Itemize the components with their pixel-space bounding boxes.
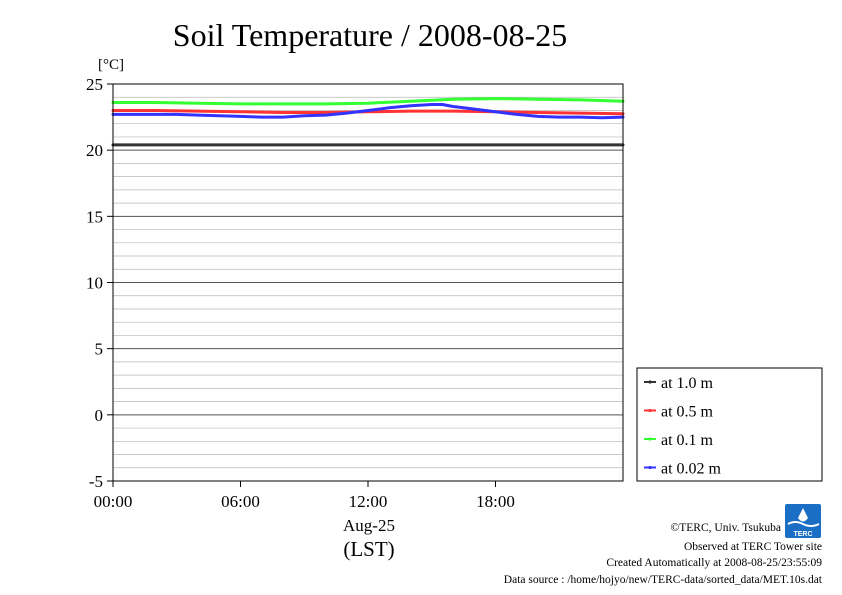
legend-label: at 0.1 m [661, 432, 714, 449]
chart-title: Soil Temperature / 2008-08-25 [173, 17, 567, 53]
series-line-2 [111, 97, 625, 106]
legend-marker [648, 437, 652, 441]
legend-label: at 1.0 m [661, 375, 714, 392]
y-axis: 25 20 15 10 5 0 -5 [86, 75, 113, 491]
y-tick-label: 25 [86, 75, 103, 94]
x-date-label: Aug-25 [343, 516, 395, 535]
water-drop-icon [798, 508, 808, 522]
y-tick-label: 15 [86, 207, 103, 226]
copyright-text: ©TERC, Univ. Tsukuba [671, 522, 781, 534]
legend-marker [648, 465, 652, 470]
x-timezone-label: (LST) [343, 537, 394, 561]
y-tick-label: 5 [95, 340, 104, 359]
y-unit-label: [°C] [98, 57, 124, 73]
y-tick-label: 20 [86, 141, 103, 160]
x-tick-label: 12:00 [349, 492, 388, 511]
legend-marker [648, 408, 652, 413]
series-lines [111, 97, 625, 147]
legend-label: at 0.02 m [661, 461, 722, 478]
created-text: Created Automatically at 2008-08-25/23:5… [606, 557, 822, 569]
series-line-3 [111, 103, 625, 120]
y-tick-label: 0 [95, 406, 104, 425]
terc-logo: TERC [785, 504, 821, 538]
source-text: Data source : /home/hojyo/new/TERC-data/… [504, 574, 823, 586]
x-tick-label: 06:00 [221, 492, 260, 511]
x-tick-label: 00:00 [94, 492, 133, 511]
y-tick-label: -5 [89, 472, 103, 491]
y-tick-label: 10 [86, 274, 103, 293]
legend-box [636, 367, 823, 482]
legend: at 1.0 m at 0.5 m at 0.1 m at 0.02 m [636, 367, 823, 482]
logo-text: TERC [793, 531, 812, 538]
legend-marker [648, 380, 652, 384]
observed-text: Observed at TERC Tower site [684, 541, 822, 553]
legend-label: at 0.5 m [661, 404, 714, 421]
x-tick-label: 18:00 [476, 492, 515, 511]
x-axis: 00:00 06:00 12:00 18:00 [94, 481, 515, 511]
wave-icon [787, 521, 820, 527]
